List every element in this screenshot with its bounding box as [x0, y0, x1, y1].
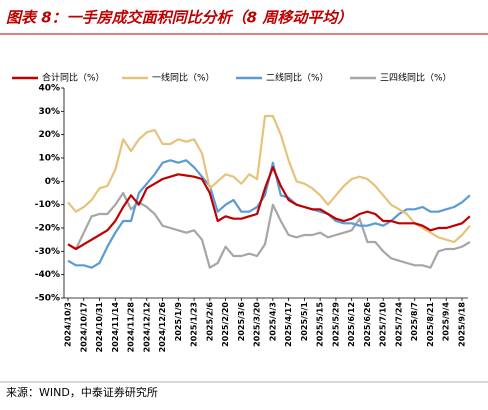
y-tick-label: -50% [35, 294, 60, 304]
x-tick-label: 2025/8/21 [426, 302, 435, 347]
source-note: 来源：WIND，中泰证券研究所 [6, 385, 158, 399]
legend-label: 一线同比（%） [152, 72, 215, 84]
y-tick-label: -40% [35, 270, 60, 280]
x-tick-label: 2025/6/12 [347, 302, 356, 347]
legend-label: 三四线同比（%） [380, 72, 452, 84]
x-tick-label: 2024/10/31 [95, 302, 104, 353]
x-tick-label: 2024/10/17 [79, 302, 88, 352]
x-tick-label: 2024/11/14 [111, 302, 120, 353]
series-line [67, 114, 471, 244]
x-tick-label: 2025/9/18 [458, 302, 467, 347]
x-tick-label: 2025/3/6 [237, 302, 246, 342]
y-tick-label: 40% [38, 84, 60, 94]
x-tick-label: 2024/12/12 [142, 302, 151, 352]
x-tick-label: 2024/10/3 [64, 302, 73, 347]
chart-title: 图表 8：一手房成交面积同比分析（8 周移动平均） [6, 9, 352, 27]
y-tick-label: -10% [35, 200, 60, 210]
x-tick-label: 2025/1/9 [174, 302, 183, 342]
x-tick-label: 2024/11/28 [127, 302, 136, 353]
x-tick-label: 2025/1/23 [190, 302, 199, 347]
series-line [67, 166, 471, 251]
x-tick-label: 2025/4/3 [268, 302, 277, 341]
x-tick-label: 2025/7/24 [394, 302, 403, 347]
x-tick-label: 2025/8/7 [410, 302, 419, 341]
y-tick-label: -30% [35, 247, 60, 257]
legend-label: 二线同比（%） [266, 72, 329, 84]
x-tick-label: 2025/5/15 [316, 302, 325, 347]
x-tick-label: 2025/2/20 [221, 302, 230, 347]
y-tick-label: 10% [38, 154, 60, 164]
x-tick-label: 2025/3/20 [253, 302, 262, 347]
y-tick-label: 20% [38, 130, 60, 140]
x-tick-label: 2025/5/29 [331, 302, 340, 347]
x-tick-label: 2025/5/1 [300, 302, 309, 342]
x-tick-label: 2025/2/6 [205, 302, 214, 342]
y-tick-label: 30% [38, 107, 60, 117]
x-tick-label: 2025/7/10 [379, 302, 388, 347]
y-tick-label: -20% [35, 224, 60, 234]
x-tick-label: 2025/4/17 [284, 302, 293, 347]
y-tick-label: 0% [45, 177, 60, 187]
series-line [67, 191, 471, 269]
x-tick-label: 2025/6/26 [363, 302, 372, 347]
legend-label: 合计同比（%） [42, 72, 105, 84]
x-tick-label: 2025/9/4 [442, 302, 451, 342]
x-tick-label: 2024/12/26 [158, 302, 167, 353]
